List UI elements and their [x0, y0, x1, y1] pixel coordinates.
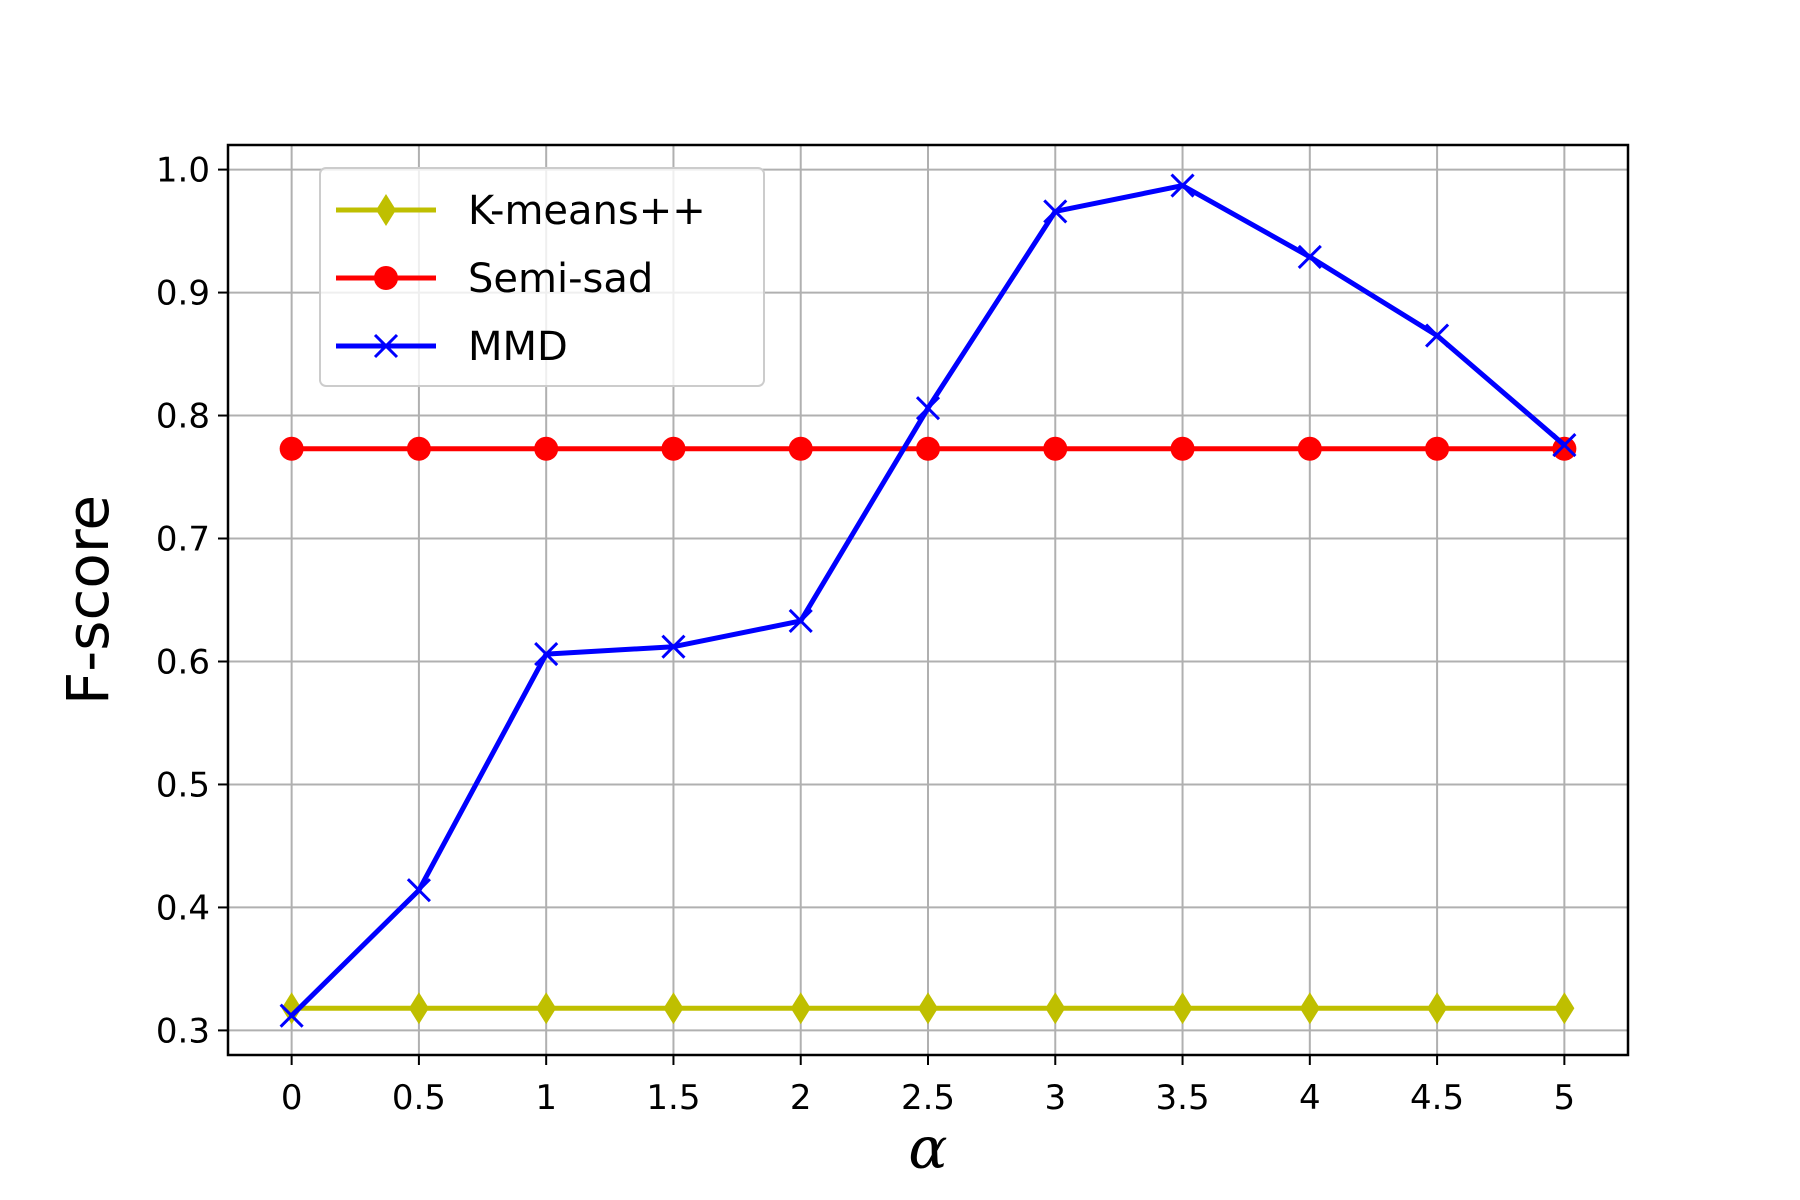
- legend-box: [319, 167, 765, 387]
- y-tick-label: 0.6: [156, 642, 210, 682]
- series-point: [1170, 436, 1195, 461]
- x-tick-label: 4: [1299, 1078, 1321, 1118]
- x-tick-label: 3.5: [1156, 1078, 1210, 1118]
- y-tick-label: 0.4: [156, 888, 210, 928]
- series-point: [918, 992, 938, 1025]
- y-tick-label: 1.0: [156, 151, 210, 191]
- series-point: [1299, 992, 1320, 1025]
- y-axis-label: F-score: [54, 495, 122, 705]
- series-point: [1297, 436, 1322, 461]
- series-point: [661, 436, 686, 461]
- legend-marker: [373, 333, 399, 359]
- legend-label: MMD: [468, 324, 568, 370]
- series-point: [1172, 992, 1193, 1025]
- series-point: [1170, 173, 1195, 198]
- legend-item: MMD: [336, 324, 568, 370]
- series-point: [1045, 992, 1066, 1025]
- x-tick-label: 5: [1554, 1078, 1576, 1118]
- x-tick-label: 3: [1044, 1078, 1066, 1118]
- legend-item: Semi-sad: [336, 256, 653, 302]
- x-tick-label: 2.5: [901, 1078, 955, 1118]
- y-tick-label: 0.7: [156, 520, 210, 560]
- series-point: [1297, 244, 1322, 269]
- series-point: [279, 436, 304, 461]
- series-point: [916, 436, 940, 461]
- series-point: [788, 608, 813, 633]
- series-point: [406, 878, 431, 903]
- legend-label: K-means++: [468, 188, 706, 234]
- x-tick-label: 0: [281, 1078, 303, 1118]
- series-point: [406, 436, 431, 461]
- series-point: [534, 642, 559, 667]
- legend-label: Semi-sad: [468, 256, 653, 302]
- x-tick-label: 1: [535, 1078, 557, 1118]
- y-tick-label: 0.8: [156, 397, 210, 437]
- series-1: [279, 436, 1577, 461]
- series-point: [1554, 992, 1575, 1025]
- series-2: [279, 173, 1577, 1028]
- series-layer: [279, 173, 1577, 1028]
- grid: [228, 145, 1628, 1055]
- series-point: [1043, 199, 1068, 224]
- legend: K-means++ Semi-sad MMD: [319, 167, 765, 387]
- series-point: [281, 992, 302, 1025]
- series-point: [1043, 436, 1068, 461]
- y-tick-label: 0.5: [156, 765, 210, 805]
- series-point: [663, 992, 684, 1025]
- series-point: [915, 396, 941, 421]
- x-tick-label: 1.5: [646, 1078, 700, 1118]
- series-point: [1427, 992, 1448, 1025]
- series-point: [1552, 432, 1577, 458]
- x-tick-label: 0.5: [392, 1078, 446, 1118]
- x-axis-label: α: [908, 1114, 947, 1182]
- y-tick-label: 0.3: [156, 1011, 210, 1051]
- legend-marker: [376, 194, 396, 226]
- series-0: [281, 992, 1575, 1025]
- series-point: [408, 992, 429, 1025]
- series-point: [788, 436, 813, 461]
- series-point: [661, 634, 686, 659]
- series-point: [1425, 323, 1450, 348]
- legend-item: K-means++: [336, 188, 706, 234]
- series-point: [536, 992, 557, 1025]
- series-point: [279, 1003, 304, 1028]
- series-point: [534, 436, 559, 461]
- x-tick-label: 2: [790, 1078, 812, 1118]
- axis-ticks: 0 0.5 1 1.5 2 2.5 3 3.5 4 4.5 5 0.3 0.4 0.5 0.6 0.7 0.8 0…: [156, 151, 1575, 1118]
- y-tick-label: 0.9: [156, 274, 210, 314]
- series-point: [790, 992, 811, 1025]
- x-tick-label: 4.5: [1410, 1078, 1464, 1118]
- series-point: [1425, 436, 1450, 461]
- legend-marker: [374, 266, 398, 290]
